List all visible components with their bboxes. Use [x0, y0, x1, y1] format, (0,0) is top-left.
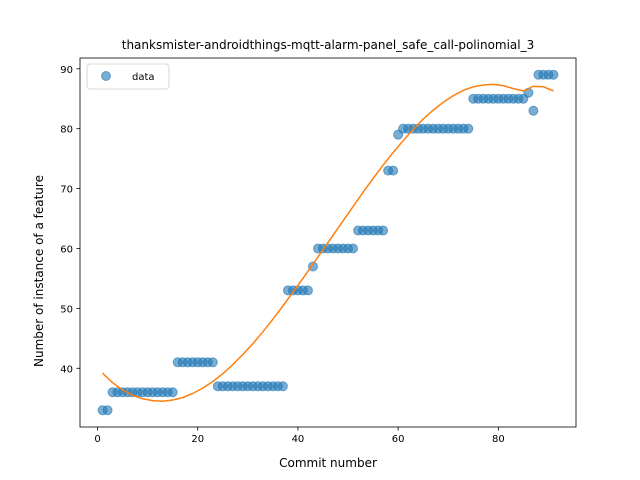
data-point [378, 225, 389, 236]
y-tick-label: 80 [60, 125, 73, 136]
x-tick-label: 60 [392, 434, 405, 445]
data-point [548, 69, 559, 80]
data-point [102, 405, 113, 416]
fit-line [101, 83, 554, 402]
legend-box [86, 63, 170, 90]
data-point [277, 381, 288, 392]
axis-ticks: 0 20 40 60 80 40 50 60 70 80 90 [60, 65, 504, 445]
y-axis-label: Number of instance of a feature [32, 175, 46, 367]
data-point [207, 357, 218, 368]
data-point [388, 165, 399, 176]
legend-label: data [132, 72, 155, 83]
data-point [528, 105, 539, 116]
x-tick-label: 20 [191, 434, 204, 445]
axes-frame [79, 57, 577, 428]
y-tick-label: 70 [60, 185, 73, 196]
data-point [167, 387, 178, 398]
legend-marker [101, 71, 111, 81]
plot-area [97, 69, 559, 416]
x-tick-label: 40 [292, 434, 305, 445]
y-tick-label: 50 [60, 304, 73, 315]
y-tick-label: 60 [60, 244, 73, 255]
legend: data [86, 63, 170, 90]
chart-title: thanksmister-androidthings-mqtt-alarm-pa… [122, 38, 535, 52]
x-tick-label: 80 [492, 434, 505, 445]
x-tick-label: 0 [94, 434, 100, 445]
data-point [307, 261, 318, 272]
data-point [302, 285, 313, 296]
x-axis-label: Commit number [279, 456, 377, 470]
y-tick-label: 90 [60, 65, 73, 76]
data-point [348, 243, 359, 254]
y-tick-label: 40 [60, 364, 73, 375]
data-point [463, 123, 474, 134]
